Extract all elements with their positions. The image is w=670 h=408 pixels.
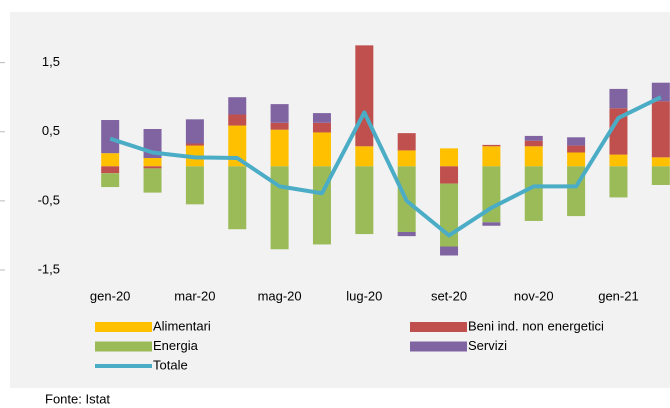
x-tick-label: set-20 <box>431 288 467 303</box>
bar-segment <box>440 246 459 256</box>
bar-segment <box>228 114 247 126</box>
bar-segment <box>609 108 628 155</box>
y-tick-label: 0,5 <box>42 123 60 138</box>
x-tick-label: nov-20 <box>514 288 554 303</box>
legend-swatch <box>410 322 467 332</box>
legend-swatch <box>410 341 467 352</box>
legend-label: Beni ind. non energetici <box>468 318 604 333</box>
x-tick-label: mag-20 <box>258 288 302 303</box>
bar-segment <box>567 152 586 167</box>
legend-swatch <box>95 322 152 332</box>
bar-segment <box>101 153 120 167</box>
y-tick-label: -0,5 <box>38 192 60 207</box>
bar-segment <box>609 154 628 167</box>
bar-segment <box>355 166 374 235</box>
bar-segment <box>312 122 331 133</box>
bar-segment <box>397 150 416 167</box>
bar-segment <box>355 146 374 167</box>
legend-label: Totale <box>153 357 188 372</box>
bar-segment <box>185 119 204 144</box>
bar-segment <box>482 166 501 223</box>
y-tick-label: 1,5 <box>42 54 60 69</box>
bar-segment <box>143 166 162 169</box>
bar-segment <box>651 82 670 102</box>
bar-segment <box>143 168 162 193</box>
x-tick-label: mar-20 <box>174 288 215 303</box>
bar-segment <box>270 129 289 167</box>
bar-segment <box>101 166 120 174</box>
legend-label: Servizi <box>468 338 507 353</box>
bar-segment <box>397 231 416 237</box>
bar-segment <box>609 166 628 198</box>
bar-segment <box>143 158 162 167</box>
bar-segment <box>397 133 416 151</box>
bar-segment <box>270 122 289 130</box>
bar-segment <box>524 140 543 147</box>
bar-segment <box>524 135 543 141</box>
bar-segment <box>651 101 670 158</box>
bar-segment <box>567 145 586 153</box>
bar-segment <box>101 120 120 154</box>
bar-segment <box>228 166 247 230</box>
bar-segment <box>440 166 459 184</box>
bar-segment <box>185 143 204 146</box>
bar-segment <box>482 222 501 226</box>
x-tick-label: lug-20 <box>346 288 382 303</box>
legend-label: Energia <box>153 338 199 353</box>
bar-segment <box>567 137 586 146</box>
bar-segment <box>312 113 331 123</box>
bar-segment <box>524 146 543 167</box>
bar-segment <box>270 104 289 123</box>
bar-segment <box>355 45 374 147</box>
bar-segment <box>482 146 501 167</box>
source: Fonte: Istat <box>45 391 110 406</box>
bar-segment <box>312 132 331 167</box>
legend-label: Alimentari <box>153 318 211 333</box>
bar-segment <box>651 157 670 167</box>
bar-segment <box>651 166 670 185</box>
bar-segment <box>101 173 120 188</box>
line <box>109 95 662 238</box>
bar-segment <box>270 166 289 250</box>
y-tick-label: -1,5 <box>38 261 60 276</box>
bar-segment <box>228 97 247 115</box>
x-tick-label: gen-20 <box>90 288 130 303</box>
bar-segment <box>440 148 459 167</box>
bar-segment <box>482 144 501 147</box>
legend-swatch <box>95 341 152 352</box>
bar-segment <box>524 166 543 221</box>
bar-segment <box>185 166 204 205</box>
x-tick-label: gen-21 <box>598 288 638 303</box>
bar-segment <box>609 88 628 109</box>
